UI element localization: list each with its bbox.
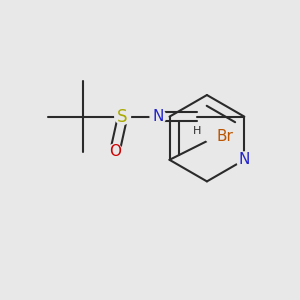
Ellipse shape (205, 128, 228, 144)
Ellipse shape (150, 109, 166, 124)
Ellipse shape (115, 109, 130, 124)
Text: S: S (117, 108, 128, 126)
Text: N: N (152, 109, 164, 124)
Text: N: N (238, 152, 250, 167)
Ellipse shape (236, 152, 252, 168)
Text: H: H (193, 126, 201, 136)
Text: O: O (109, 145, 121, 160)
Text: Br: Br (217, 129, 233, 144)
Ellipse shape (107, 144, 123, 160)
Ellipse shape (192, 124, 202, 133)
